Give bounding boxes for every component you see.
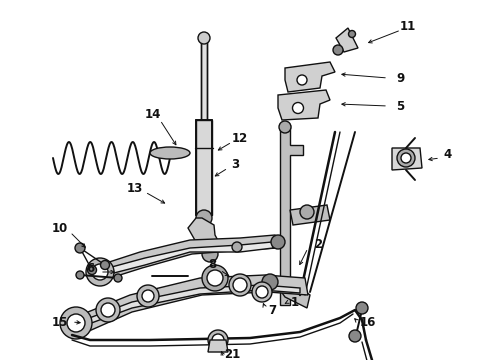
Polygon shape <box>196 120 212 215</box>
Ellipse shape <box>150 147 190 159</box>
Circle shape <box>401 153 411 163</box>
Circle shape <box>76 271 84 279</box>
Circle shape <box>397 149 415 167</box>
Circle shape <box>300 205 314 219</box>
Text: 9: 9 <box>396 72 404 85</box>
Circle shape <box>88 266 97 274</box>
Circle shape <box>75 243 85 253</box>
Circle shape <box>233 278 247 292</box>
Polygon shape <box>278 90 330 120</box>
Circle shape <box>256 286 268 298</box>
Circle shape <box>202 265 228 291</box>
Text: 10: 10 <box>52 221 68 234</box>
Circle shape <box>101 303 115 317</box>
Circle shape <box>348 31 356 37</box>
Text: 6: 6 <box>86 261 94 274</box>
Circle shape <box>252 282 272 302</box>
Circle shape <box>198 32 210 44</box>
Circle shape <box>229 274 251 296</box>
Polygon shape <box>188 218 222 254</box>
Text: 3: 3 <box>231 158 239 171</box>
Circle shape <box>100 261 109 270</box>
Circle shape <box>232 242 242 252</box>
Polygon shape <box>108 242 273 274</box>
Text: 11: 11 <box>400 19 416 32</box>
Circle shape <box>202 246 218 262</box>
Text: 8: 8 <box>208 258 216 271</box>
Circle shape <box>92 264 108 280</box>
Polygon shape <box>336 28 358 52</box>
Circle shape <box>349 330 361 342</box>
Circle shape <box>207 270 223 286</box>
Polygon shape <box>208 340 228 352</box>
Circle shape <box>356 302 368 314</box>
Circle shape <box>297 75 307 85</box>
Circle shape <box>208 330 228 350</box>
Polygon shape <box>201 38 207 120</box>
Polygon shape <box>100 235 278 280</box>
Polygon shape <box>280 125 303 305</box>
Circle shape <box>114 274 122 282</box>
Text: 16: 16 <box>360 315 376 328</box>
Circle shape <box>86 258 114 286</box>
Circle shape <box>262 274 278 290</box>
Circle shape <box>293 103 303 113</box>
Text: 21: 21 <box>224 348 240 360</box>
Polygon shape <box>72 275 308 335</box>
Circle shape <box>142 290 154 302</box>
Circle shape <box>60 307 92 339</box>
Text: 7: 7 <box>268 303 276 316</box>
Circle shape <box>271 235 285 249</box>
Text: 12: 12 <box>232 131 248 144</box>
Circle shape <box>96 298 120 322</box>
Circle shape <box>333 45 343 55</box>
Polygon shape <box>280 280 310 308</box>
Text: 5: 5 <box>396 99 404 112</box>
Circle shape <box>212 334 224 346</box>
Polygon shape <box>290 205 330 225</box>
Text: 13: 13 <box>127 181 143 194</box>
Circle shape <box>279 121 291 133</box>
Text: 4: 4 <box>444 148 452 162</box>
Text: 14: 14 <box>145 108 161 122</box>
Text: 2: 2 <box>314 238 322 252</box>
Circle shape <box>67 314 85 332</box>
Circle shape <box>137 285 159 307</box>
Polygon shape <box>392 148 422 170</box>
Text: 15: 15 <box>52 315 68 328</box>
Circle shape <box>196 210 212 226</box>
Polygon shape <box>285 62 335 92</box>
Text: 1: 1 <box>291 296 299 309</box>
Polygon shape <box>84 285 300 325</box>
